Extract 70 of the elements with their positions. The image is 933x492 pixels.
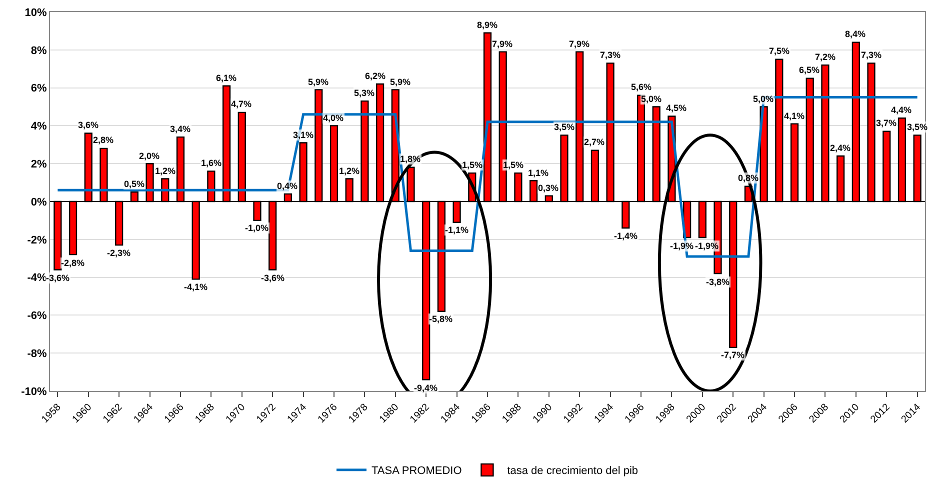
y-tick-label: 8%: [30, 44, 48, 57]
data-label: 7,2%: [815, 52, 836, 62]
data-label: 3,5%: [554, 122, 575, 132]
data-label: 3,6%: [78, 120, 99, 130]
data-label: -1,1%: [445, 225, 469, 235]
data-label: 5,6%: [631, 82, 652, 92]
data-label: 3,7%: [876, 118, 897, 128]
data-label: -5,8%: [429, 314, 453, 324]
data-label: 2,0%: [139, 151, 160, 161]
data-label: 1,5%: [503, 160, 524, 170]
data-label: 6,1%: [216, 73, 237, 83]
data-label: 7,3%: [600, 50, 621, 60]
data-label: 4,4%: [891, 105, 912, 115]
data-label: -2,3%: [107, 248, 131, 258]
data-label: 5,9%: [308, 77, 329, 87]
data-label: 0,4%: [277, 181, 298, 191]
data-label: -7,7%: [721, 350, 745, 360]
legend-label: TASA PROMEDIO: [372, 465, 462, 478]
data-label: 6,2%: [365, 71, 386, 81]
data-label: 5,9%: [390, 77, 411, 87]
y-tick-label: 0%: [30, 196, 48, 208]
y-tick-label: -6%: [27, 310, 48, 322]
data-label: 0,5%: [124, 179, 145, 189]
data-label: 2,7%: [584, 137, 605, 147]
data-label: 8,4%: [845, 29, 866, 39]
data-label: 7,3%: [861, 50, 882, 60]
data-label: -3,6%: [46, 273, 70, 283]
data-label: 1,2%: [339, 166, 360, 176]
data-label: 1,8%: [400, 154, 421, 164]
data-label: 1,1%: [528, 168, 549, 178]
data-label: 6,5%: [799, 65, 820, 75]
data-label: -1,4%: [614, 231, 638, 241]
data-label: 0,3%: [538, 183, 559, 193]
data-label: -1,9%: [695, 241, 719, 251]
y-tick-label: -8%: [27, 348, 48, 360]
data-label: 4,7%: [231, 99, 252, 109]
data-label: -3,6%: [261, 273, 285, 283]
data-label: 0,8%: [738, 173, 759, 183]
data-label: 4,5%: [666, 103, 687, 113]
data-label: 5,0%: [641, 94, 662, 104]
y-tick-label: -4%: [27, 272, 48, 284]
data-label: 5,3%: [354, 88, 375, 98]
data-label: -2,8%: [61, 258, 85, 268]
data-label: 3,5%: [907, 122, 928, 132]
y-tick-label: 2%: [30, 158, 48, 170]
data-label: 7,5%: [769, 46, 790, 56]
data-label: 7,9%: [492, 39, 513, 49]
y-tick-label: -10%: [21, 386, 48, 398]
data-label: -4,1%: [184, 282, 208, 292]
data-label: 4,1%: [784, 111, 805, 121]
data-label: -1,0%: [245, 223, 269, 233]
data-label: 1,5%: [462, 160, 483, 170]
data-label: -9,4%: [414, 383, 438, 393]
y-tick-label: 4%: [30, 120, 48, 133]
data-label: 2,8%: [93, 135, 114, 145]
data-label: -1,9%: [670, 241, 694, 251]
data-label: 5,0%: [753, 94, 774, 104]
legend-label: tasa de crecimiento del pib: [507, 465, 638, 478]
y-tick-label: 6%: [30, 82, 48, 95]
data-label: 2,4%: [830, 143, 851, 153]
data-label: -3,8%: [706, 277, 730, 287]
data-label: 7,9%: [569, 39, 590, 49]
data-label: 1,6%: [201, 158, 222, 168]
data-label: 3,4%: [170, 124, 191, 134]
data-label: 4,0%: [323, 113, 344, 123]
y-tick-label: 10%: [24, 6, 48, 19]
data-label: 3,1%: [293, 130, 314, 140]
y-tick-label: -2%: [27, 234, 48, 246]
data-label: 8,9%: [477, 20, 498, 30]
data-label: 1,2%: [155, 166, 176, 176]
